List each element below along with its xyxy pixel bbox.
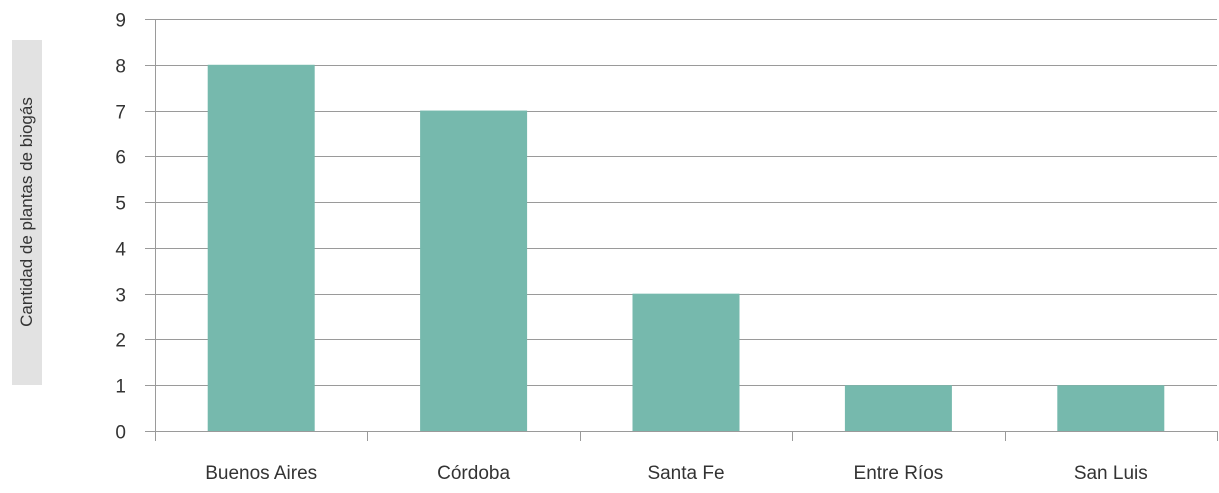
x-tick-label: San Luis: [1074, 463, 1148, 484]
y-tick-label: 3: [115, 286, 126, 307]
y-tick-label: 2: [115, 331, 126, 352]
bar: [844, 385, 952, 431]
x-tick-label: Buenos Aires: [205, 463, 317, 484]
y-tick-label: 8: [115, 57, 126, 78]
bar: [1057, 385, 1165, 431]
y-axis-label-background: [12, 40, 42, 385]
y-tick-label: 1: [115, 377, 126, 398]
bar: [632, 293, 740, 431]
x-tick-label: Santa Fe: [647, 463, 724, 484]
y-tick-label: 9: [115, 11, 126, 32]
x-tick-label: Córdoba: [437, 463, 510, 484]
y-axis-label: Cantidad de plantas de biogás: [17, 97, 36, 327]
y-tick-label: 4: [115, 240, 126, 261]
x-tick-label: Entre Ríos: [854, 463, 944, 484]
bar: [207, 64, 315, 432]
y-tick-label: 0: [115, 423, 126, 444]
bar: [420, 110, 528, 432]
y-tick-label: 6: [115, 148, 126, 169]
y-tick-label: 7: [115, 103, 126, 124]
y-tick-label: 5: [115, 194, 126, 215]
